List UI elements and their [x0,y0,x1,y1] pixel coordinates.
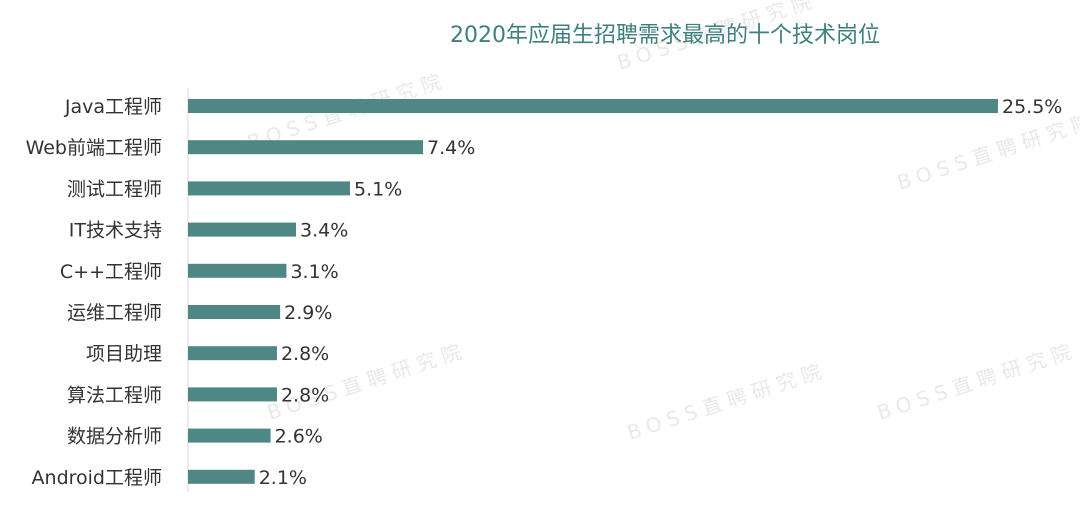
bar [188,99,998,113]
value-label: 3.4% [300,220,348,242]
watermark-text: BOSS直聘研究院 [624,357,830,444]
bar [188,305,281,319]
category-label: Java工程师 [64,96,162,118]
value-label: 7.4% [427,137,475,159]
category-label: IT技术支持 [69,220,162,242]
value-label: 2.8% [281,384,329,406]
value-label: 3.1% [290,261,338,283]
bar-series: Java工程师 25.5% Web前端工程师 7.4% 测试工程师 5.1% IT技术支持 3… [26,96,1063,489]
bar [188,263,287,278]
bar [188,387,277,402]
category-label: C++工程师 [60,261,162,283]
category-label: 数据分析师 [67,426,162,448]
bar [188,346,277,361]
value-label: 2.9% [284,302,332,324]
category-label: 运维工程师 [67,302,162,324]
value-label: 2.8% [281,343,329,365]
category-label: 测试工程师 [67,178,162,200]
value-label: 5.1% [354,178,402,200]
category-label: 项目助理 [86,343,162,365]
category-label: Android工程师 [32,467,162,489]
bar [188,469,255,484]
bar [188,181,350,196]
watermark-text: BOSS直聘研究院 [874,337,1080,424]
watermark-text: BOSS直聘研究院 [894,107,1080,194]
chart-title: 2020年应届生招聘需求最高的十个技术岗位 [450,23,880,48]
bar [188,222,296,237]
category-label: 算法工程师 [67,384,162,406]
bar [188,428,271,443]
value-label: 25.5% [1002,96,1062,118]
category-label: Web前端工程师 [26,137,162,159]
value-label: 2.1% [259,467,307,489]
bar [188,140,424,155]
value-label: 2.6% [275,426,323,448]
